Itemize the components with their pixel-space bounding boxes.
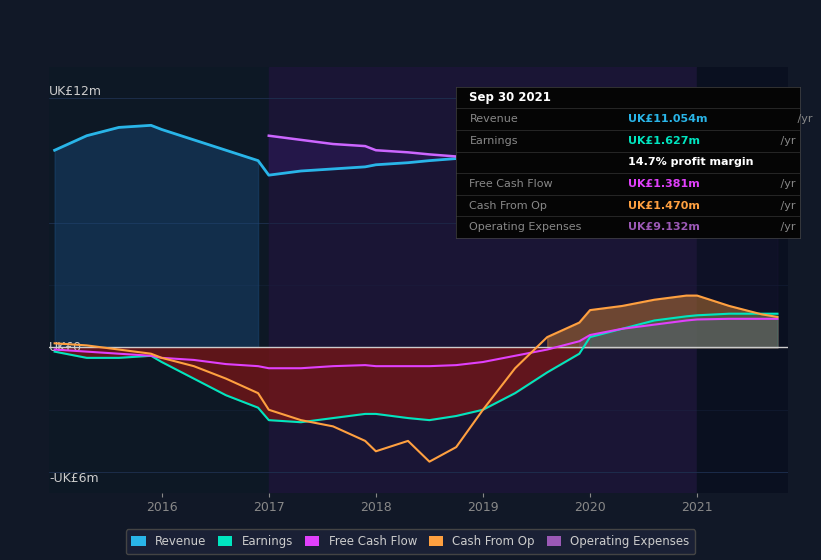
Text: /yr: /yr [777, 200, 796, 211]
Text: UK£1.381m: UK£1.381m [628, 179, 699, 189]
Text: /yr: /yr [777, 136, 796, 146]
Text: UK£12m: UK£12m [49, 85, 103, 99]
Bar [697, 67, 788, 493]
Text: 14.7% profit margin: 14.7% profit margin [628, 157, 754, 167]
Legend: Revenue, Earnings, Free Cash Flow, Cash From Op, Operating Expenses: Revenue, Earnings, Free Cash Flow, Cash … [126, 529, 695, 554]
Bar [268, 67, 697, 493]
Bar [49, 67, 268, 493]
Text: UK£9.132m: UK£9.132m [628, 222, 700, 232]
Text: Free Cash Flow: Free Cash Flow [470, 179, 553, 189]
Text: UK£0: UK£0 [49, 341, 82, 354]
Text: UK£1.470m: UK£1.470m [628, 200, 700, 211]
Text: UK£1.627m: UK£1.627m [628, 136, 700, 146]
Text: Sep 30 2021: Sep 30 2021 [470, 91, 552, 104]
Text: Operating Expenses: Operating Expenses [470, 222, 582, 232]
Text: /yr: /yr [794, 114, 812, 124]
Text: /yr: /yr [777, 222, 796, 232]
Text: Revenue: Revenue [470, 114, 518, 124]
Text: UK£11.054m: UK£11.054m [628, 114, 708, 124]
Text: -UK£6m: -UK£6m [49, 472, 99, 485]
Text: /yr: /yr [777, 179, 796, 189]
Text: Cash From Op: Cash From Op [470, 200, 548, 211]
Text: Earnings: Earnings [470, 136, 518, 146]
